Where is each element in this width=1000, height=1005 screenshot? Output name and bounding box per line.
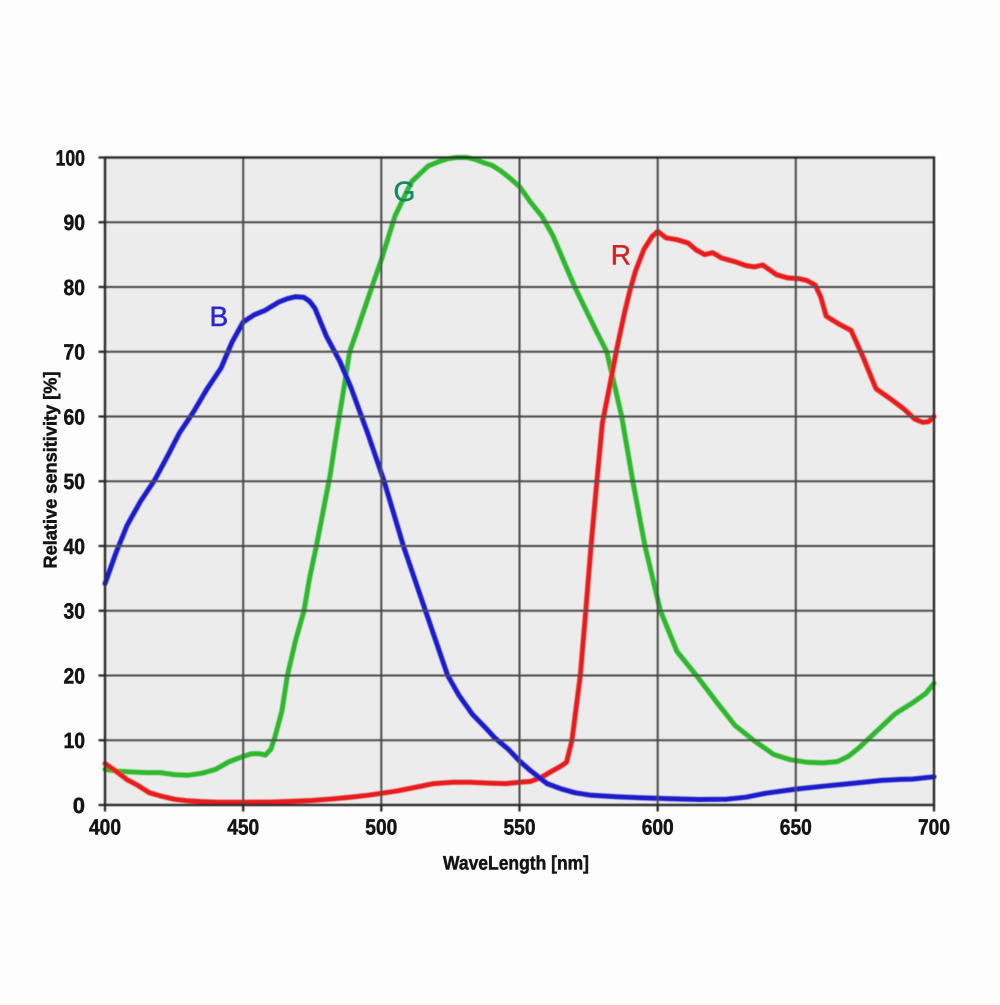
svg-text:550: 550 — [504, 815, 536, 840]
svg-text:10: 10 — [64, 728, 86, 753]
svg-text:WaveLength [nm]: WaveLength [nm] — [443, 853, 589, 875]
svg-text:100: 100 — [56, 145, 86, 170]
svg-text:400: 400 — [89, 815, 121, 840]
svg-text:80: 80 — [64, 275, 86, 300]
svg-text:G: G — [394, 176, 416, 207]
svg-text:60: 60 — [64, 404, 86, 429]
svg-text:30: 30 — [64, 599, 86, 624]
svg-text:70: 70 — [64, 340, 86, 365]
svg-text:700: 700 — [918, 815, 950, 840]
svg-text:500: 500 — [365, 815, 397, 840]
svg-text:0: 0 — [73, 793, 85, 818]
svg-text:650: 650 — [780, 815, 812, 840]
svg-text:40: 40 — [64, 534, 86, 559]
svg-text:R: R — [611, 240, 631, 271]
svg-text:Relative sensitivity [%]: Relative sensitivity [%] — [40, 372, 61, 569]
svg-text:20: 20 — [64, 663, 86, 688]
svg-text:450: 450 — [227, 815, 259, 840]
svg-text:90: 90 — [64, 210, 86, 235]
svg-text:600: 600 — [642, 815, 674, 840]
svg-text:50: 50 — [64, 469, 86, 494]
svg-text:B: B — [210, 301, 229, 332]
